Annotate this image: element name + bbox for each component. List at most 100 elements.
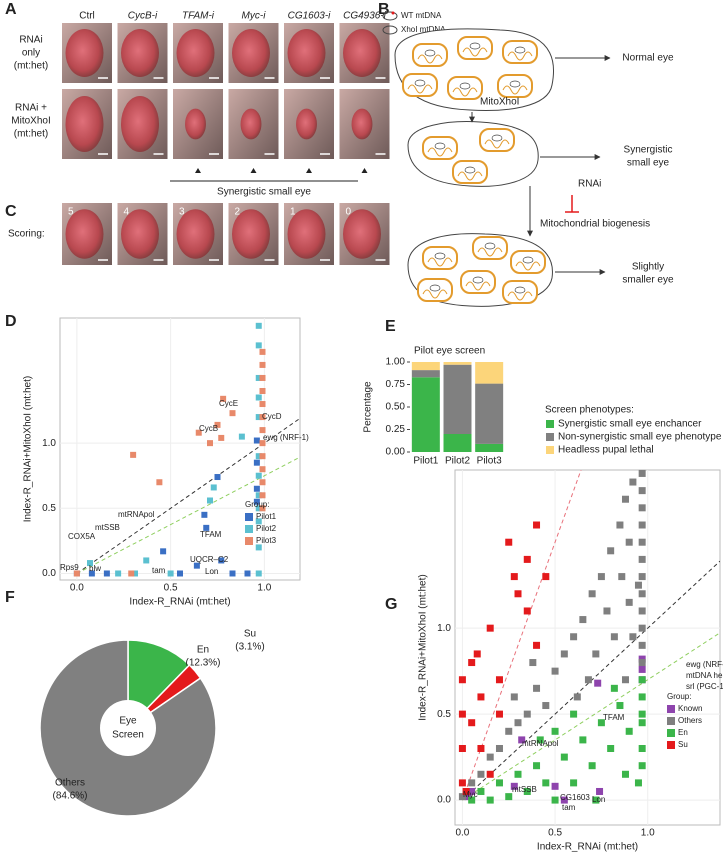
point — [458, 744, 466, 752]
point — [638, 607, 646, 615]
label: (84.6%) — [52, 791, 87, 802]
point — [588, 590, 596, 598]
label: 0.5 — [437, 709, 451, 720]
label: En — [678, 728, 688, 737]
label: En — [197, 645, 209, 656]
photo-eye — [287, 29, 326, 77]
point — [514, 590, 522, 598]
point — [255, 518, 262, 525]
label: srl (PGC-1α) — [686, 682, 723, 691]
label: Headless pupal lethal — [558, 445, 654, 456]
cristae — [507, 291, 533, 301]
point — [536, 736, 544, 744]
mtdna — [414, 79, 426, 87]
point — [634, 779, 642, 787]
point — [468, 779, 476, 787]
label: Scoring: — [8, 229, 45, 240]
point — [468, 796, 476, 804]
point — [255, 342, 262, 349]
point — [638, 762, 646, 770]
point — [220, 395, 227, 402]
point — [514, 770, 522, 778]
point — [143, 557, 150, 564]
label: MitoXhoI — [11, 116, 50, 127]
point — [73, 570, 80, 577]
bar-segment — [411, 370, 440, 378]
mtdna — [434, 142, 446, 150]
point — [610, 684, 618, 692]
cristae — [462, 47, 488, 57]
point — [638, 521, 646, 529]
label: blw — [89, 564, 101, 573]
label: Screen phenotypes: — [545, 405, 634, 416]
point — [203, 524, 210, 531]
cristae — [484, 139, 510, 149]
mitochondrion — [460, 270, 496, 294]
label: C — [5, 203, 17, 220]
mtdna — [491, 134, 503, 142]
cristae — [417, 54, 443, 64]
label: mtSSB — [512, 785, 537, 794]
mtdna — [484, 242, 496, 250]
point — [592, 796, 600, 804]
point — [638, 665, 646, 673]
point — [518, 736, 526, 744]
point — [255, 544, 262, 551]
point — [495, 676, 503, 684]
triangle — [250, 168, 257, 173]
point — [255, 472, 262, 479]
label: Ctrl — [79, 11, 95, 22]
point — [533, 641, 541, 649]
point — [638, 659, 646, 667]
point — [542, 702, 550, 710]
label: Pilot2 — [256, 524, 277, 533]
label: tam — [152, 566, 166, 575]
photo-eye — [65, 96, 104, 152]
label: 1 — [290, 207, 296, 218]
mitochondrion — [422, 246, 458, 270]
point — [570, 633, 578, 641]
point — [130, 451, 137, 458]
photo-eye — [240, 108, 262, 140]
point — [458, 710, 466, 718]
label: E — [385, 318, 396, 335]
point — [560, 650, 568, 658]
mitochondrion — [452, 160, 488, 184]
point — [638, 676, 646, 684]
mitochondrion — [502, 280, 538, 304]
point — [201, 511, 208, 518]
label: 0.5 — [164, 583, 178, 594]
label: XhoI mtDNA — [401, 25, 446, 34]
label: 0.0 — [42, 568, 56, 579]
bar-segment — [475, 383, 504, 444]
point — [259, 440, 266, 447]
mtdna — [434, 252, 446, 260]
label: Non-synergistic small eye phenotype — [558, 432, 722, 443]
point — [195, 429, 202, 436]
label: Lon — [592, 795, 605, 804]
label: Slightly — [632, 262, 664, 273]
legend-swatch — [546, 433, 554, 441]
cristae — [465, 281, 491, 291]
point — [259, 492, 266, 499]
point — [468, 787, 476, 795]
point — [638, 590, 646, 598]
point — [495, 744, 503, 752]
mitochondrion — [479, 128, 515, 152]
label: Index-R_RNAi (mt:het) — [537, 842, 638, 853]
label: G — [385, 596, 397, 613]
label: only — [22, 48, 40, 59]
label: Pilot eye screen — [414, 346, 485, 357]
mitochondrion — [472, 236, 508, 260]
mitochondrion — [422, 136, 458, 160]
label: tam — [562, 803, 576, 812]
photo-eye — [121, 29, 159, 77]
label: 4 — [124, 207, 130, 218]
point — [458, 676, 466, 684]
point — [229, 410, 236, 417]
label: 1.0 — [42, 438, 56, 449]
label: Others — [678, 716, 702, 725]
label: 5 — [68, 207, 74, 218]
photo-eye — [65, 209, 104, 259]
label: 0.50 — [386, 402, 406, 413]
